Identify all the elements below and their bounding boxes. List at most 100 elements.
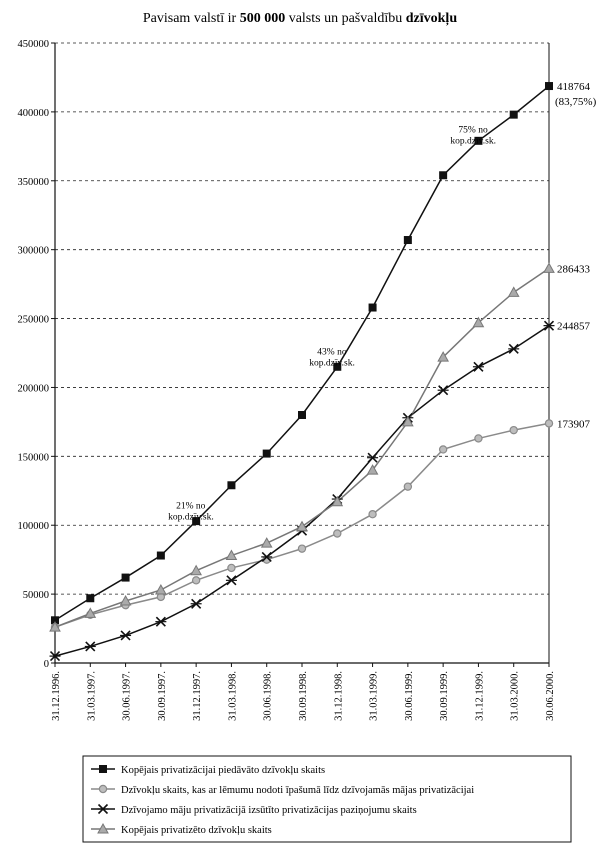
marker-square bbox=[403, 236, 412, 245]
x-tick-label: 31.12.1999. bbox=[474, 671, 485, 721]
marker-star bbox=[49, 651, 61, 662]
marker-star bbox=[97, 803, 109, 815]
marker-square bbox=[192, 517, 201, 526]
legend-label: Kopējais privatizēto dzīvokļu skaits bbox=[121, 825, 272, 836]
x-tick-label: 31.03.1998. bbox=[227, 671, 238, 721]
y-tick-label: 300000 bbox=[18, 246, 50, 257]
marker-circle bbox=[474, 434, 483, 443]
marker-star bbox=[261, 551, 273, 562]
marker-square bbox=[474, 136, 483, 145]
legend-label: Dzīvojamo māju privatizācijā izsūtīto pr… bbox=[121, 805, 417, 816]
annotation-text: 43% no bbox=[317, 347, 347, 357]
marker-triangle bbox=[366, 464, 379, 475]
y-tick-label: 100000 bbox=[18, 521, 50, 532]
marker-star bbox=[472, 361, 484, 372]
marker-circle bbox=[438, 445, 448, 454]
marker-square bbox=[86, 594, 95, 603]
series-line bbox=[54, 85, 550, 621]
marker-star bbox=[190, 598, 202, 609]
annotation-text: kop.dzīv.sk. bbox=[450, 137, 496, 147]
marker-star bbox=[543, 320, 555, 331]
x-tick-label: 30.06.1999. bbox=[404, 671, 415, 721]
marker-square bbox=[545, 82, 553, 91]
marker-triangle bbox=[190, 564, 202, 576]
marker-triangle bbox=[507, 286, 520, 297]
marker-square bbox=[368, 303, 377, 312]
marker-circle bbox=[297, 544, 307, 553]
marker-circle bbox=[403, 482, 413, 491]
end-value-label: 418764 bbox=[557, 81, 591, 93]
x-tick-label: 31.03.1999. bbox=[369, 671, 380, 721]
y-axis-ticks: 0 50000 100000 150000 200000 250000 300000 3500… bbox=[18, 39, 55, 670]
x-tick-label: 30.06.1997. bbox=[122, 671, 133, 721]
x-tick-label: 31.12.1998. bbox=[333, 671, 344, 721]
y-tick-label: 450000 bbox=[18, 39, 50, 50]
marker-circle bbox=[98, 784, 108, 794]
marker-triangle bbox=[402, 415, 414, 427]
marker-triangle bbox=[97, 822, 109, 834]
y-tick-label: 150000 bbox=[18, 452, 50, 463]
marker-triangle bbox=[119, 594, 132, 606]
title-part: Pavisam valstī ir bbox=[143, 11, 240, 26]
marker-star bbox=[225, 575, 237, 586]
marker-circle bbox=[333, 529, 342, 538]
marker-triangle bbox=[543, 262, 555, 273]
series-line bbox=[54, 267, 550, 628]
marker-star bbox=[437, 385, 449, 396]
marker-star bbox=[84, 641, 96, 652]
x-tick-label: 30.09.1997. bbox=[157, 671, 168, 721]
marker-square bbox=[298, 411, 306, 419]
title-part: valsts un pašvaldību bbox=[285, 11, 406, 26]
annotation-text: kop.dzīv.sk. bbox=[168, 513, 214, 523]
y-tick-label: 250000 bbox=[18, 315, 50, 326]
marker-square bbox=[333, 362, 342, 371]
end-value-label: 244857 bbox=[557, 321, 591, 333]
marker-star bbox=[508, 343, 520, 354]
x-tick-label: 31.12.1996. bbox=[51, 671, 62, 721]
marker-circle bbox=[191, 576, 201, 585]
x-tick-label: 31.03.2000. bbox=[510, 671, 521, 721]
marker-circle bbox=[227, 563, 236, 573]
marker-circle bbox=[544, 419, 554, 428]
marker-star bbox=[367, 452, 379, 463]
end-value-label: 286433 bbox=[557, 263, 591, 275]
title-part: 500 000 bbox=[240, 11, 286, 26]
end-labels: 418764 (83,75%) 173907 244857 286433 bbox=[555, 81, 597, 430]
annotation-text: 21% no bbox=[176, 502, 206, 512]
marker-star bbox=[155, 616, 167, 627]
chart-title: Pavisam valstī ir 500 000 valsts un pašv… bbox=[143, 11, 457, 26]
legend-box bbox=[82, 755, 572, 843]
end-value-percent: (83,75%) bbox=[555, 96, 597, 108]
x-tick-label: 30.09.1999. bbox=[439, 671, 450, 721]
marker-square bbox=[51, 616, 59, 625]
end-value-label: 173907 bbox=[557, 418, 591, 430]
annotation-text: kop.dzīv.sk. bbox=[309, 358, 355, 368]
x-tick-label: 30.09.1998. bbox=[298, 671, 309, 721]
x-tick-label: 31.12.1997. bbox=[192, 671, 203, 721]
marker-circle bbox=[368, 510, 377, 519]
y-tick-label: 50000 bbox=[23, 590, 49, 601]
y-tick-label: 400000 bbox=[18, 108, 50, 119]
legend: Kopējais privatizācijai piedāvāto dzīvok… bbox=[82, 755, 572, 843]
marker-triangle bbox=[260, 537, 273, 548]
legend-label: Dzīvokļu skaits, kas ar lēmumu nodoti īp… bbox=[121, 785, 474, 796]
y-tick-label: 350000 bbox=[18, 177, 50, 188]
marker-triangle bbox=[472, 316, 485, 328]
marker-square bbox=[439, 171, 448, 180]
x-axis-ticks: 31.12.1996. 31.03.1997. 30.06.1997. 30.09.1… bbox=[51, 663, 556, 721]
marker-square bbox=[227, 481, 236, 490]
marker-triangle bbox=[331, 495, 344, 507]
marker-triangle bbox=[437, 351, 449, 362]
marker-triangle bbox=[84, 607, 97, 618]
title-part: dzīvokļu bbox=[406, 11, 458, 26]
legend-label: Kopējais privatizācijai piedāvāto dzīvok… bbox=[121, 765, 325, 776]
marker-square bbox=[156, 551, 165, 560]
marker-triangle bbox=[155, 583, 167, 595]
marker-triangle bbox=[225, 549, 238, 561]
x-tick-label: 30.06.1998. bbox=[263, 671, 274, 721]
marker-triangle bbox=[49, 621, 61, 632]
marker-star bbox=[120, 630, 132, 641]
marker-triangle bbox=[296, 520, 308, 532]
